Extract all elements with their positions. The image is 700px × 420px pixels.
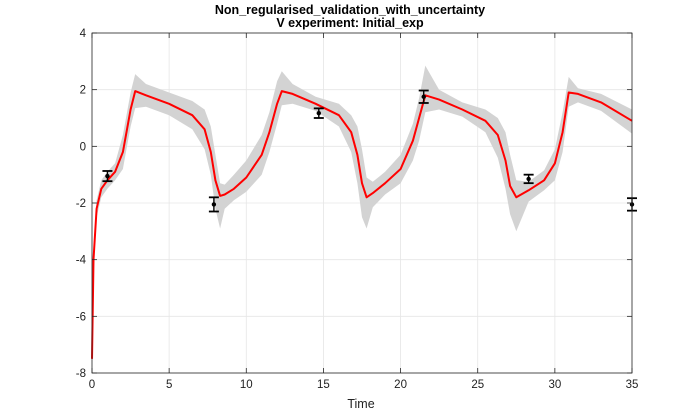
uncertainty-band-layer [92,65,632,365]
y-tick-label: 4 [80,28,87,40]
y-tick-label: 2 [80,85,86,97]
x-tick-label: 20 [394,379,407,391]
data-marker [105,173,110,179]
x-tick-label: 25 [471,379,484,391]
chart-subtitle: V experiment: Initial_exp [276,16,424,30]
uncertainty-band [92,65,632,365]
y-tick-label: -6 [76,311,86,323]
measurement-point [313,107,324,119]
prediction-line [91,90,633,359]
y-tick-label: -8 [76,368,86,380]
x-tick-label: 30 [548,379,561,391]
x-axis-label: Time [347,397,374,411]
measurement-point [523,173,534,185]
measurement-point [418,89,429,104]
y-tick-label: -2 [76,198,86,210]
data-marker [421,94,426,99]
data-marker [316,110,321,116]
y-tick-label: 0 [80,141,86,153]
data-marker [211,202,217,207]
data-marker [526,176,531,182]
chart-title: Non_regularised_validation_with_uncertai… [215,3,485,17]
grid [91,32,633,374]
y-tick-label: -4 [76,255,87,267]
x-tick-label: 10 [240,379,253,391]
x-tick-label: 5 [166,379,172,391]
x-tick-label: 0 [89,379,95,391]
prediction-line-layer [91,90,633,359]
x-tick-label: 15 [317,379,330,391]
x-tick-label: 35 [626,379,639,391]
measurement-point [102,170,113,183]
measurement-point [208,196,219,213]
axis-ticks: 0 5 10 15 20 25 30 35 -8 -6 -4 -2 0 2 4 [76,28,639,391]
